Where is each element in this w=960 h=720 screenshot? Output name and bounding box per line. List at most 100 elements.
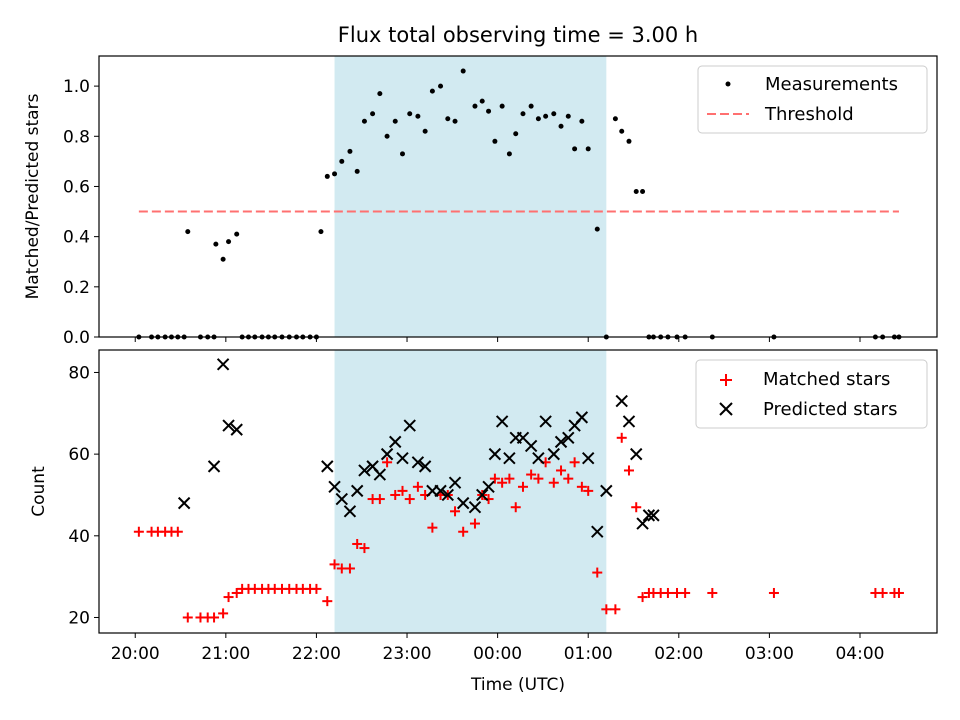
- legend-measurements-marker: [725, 81, 731, 87]
- predicted-star-point: [321, 460, 334, 473]
- legend-matched-marker: [720, 374, 732, 386]
- matched-star-point: [133, 526, 144, 537]
- predicted-star-point: [630, 447, 643, 461]
- predicted-star-point: [222, 419, 235, 432]
- measurement-point: [347, 148, 353, 154]
- matched-star-point: [412, 481, 423, 492]
- matched-star-point: [526, 469, 537, 480]
- matched-star-point: [322, 596, 333, 607]
- measurement-point: [185, 229, 191, 235]
- legend-measurements-label: Measurements: [765, 74, 898, 95]
- top-y-tick-label: 0.4: [63, 228, 90, 248]
- matched-star-point: [397, 485, 408, 496]
- measurement-point: [492, 138, 498, 144]
- matched-star-point: [548, 477, 559, 488]
- measurement-point: [626, 138, 632, 144]
- bottom-y-tick-label: 80: [68, 363, 90, 383]
- measurement-point: [612, 116, 618, 122]
- matched-star-point: [662, 587, 673, 598]
- matched-star-point: [497, 477, 508, 488]
- matched-star-point: [893, 587, 904, 598]
- top-y-tick-label: 0.0: [63, 328, 90, 348]
- measurement-point: [384, 133, 390, 139]
- measurement-point: [422, 128, 428, 134]
- top-x-axis: [134, 337, 861, 342]
- measurement-point: [226, 239, 232, 245]
- bottom-legend: Matched stars Predicted stars: [695, 359, 928, 429]
- matched-star-point: [610, 604, 621, 615]
- measurement-point: [535, 116, 541, 122]
- predicted-star-point: [418, 460, 432, 473]
- matched-star-point: [182, 612, 193, 623]
- matched-star-point: [576, 481, 587, 492]
- bottom-x-tick-label: 03:00: [745, 644, 794, 664]
- predicted-stars-series: [177, 358, 660, 538]
- matched-star-point: [556, 465, 567, 476]
- predicted-star-point: [468, 501, 482, 514]
- measurement-point: [619, 128, 625, 134]
- measurement-point: [429, 88, 435, 94]
- matched-star-point: [592, 567, 603, 578]
- predicted-star-point: [591, 525, 604, 538]
- matched-star-point: [489, 473, 500, 484]
- x-axis-label: Time (UTC): [470, 675, 565, 695]
- predicted-star-point: [642, 509, 656, 522]
- predicted-star-point: [622, 415, 636, 428]
- matched-star-point: [601, 604, 612, 615]
- matched-star-point: [390, 489, 401, 500]
- top-y-axis: 0.0 0.2 0.4 0.6 0.8 1.0: [63, 77, 99, 348]
- predicted-star-point: [647, 509, 660, 522]
- bottom-x-tick-label: 00:00: [473, 644, 522, 664]
- bottom-y-axis-label: Count: [29, 466, 49, 517]
- matched-star-point: [637, 592, 648, 603]
- predicted-star-point: [582, 452, 595, 465]
- matched-star-point: [707, 587, 718, 598]
- measurement-point: [640, 188, 646, 194]
- measurement-point: [339, 158, 345, 164]
- bottom-x-tick-label: 23:00: [383, 644, 432, 664]
- measurement-point: [234, 231, 240, 237]
- measurement-point: [370, 111, 376, 117]
- legend-matched-label: Matched stars: [763, 369, 890, 390]
- measurement-point: [565, 113, 571, 119]
- measurement-point: [377, 91, 383, 97]
- bottom-shaded-band: [334, 350, 607, 633]
- top-y-tick-label: 0.2: [63, 278, 90, 298]
- predicted-star-point: [532, 452, 545, 465]
- predicted-star-point: [230, 423, 243, 436]
- predicted-star-point: [373, 468, 387, 481]
- top-y-tick-label: 0.6: [63, 177, 90, 197]
- predicted-star-point: [335, 492, 349, 506]
- predicted-star-point: [396, 452, 409, 465]
- predicted-star-point: [495, 415, 509, 428]
- top-legend: Measurements Threshold: [697, 65, 928, 134]
- matched-star-point: [583, 485, 594, 496]
- measurement-point: [460, 68, 466, 74]
- measurement-point: [318, 229, 324, 235]
- predicted-star-point: [411, 456, 425, 469]
- measurement-point: [486, 108, 492, 114]
- matched-star-point: [510, 502, 521, 513]
- matched-star-point: [209, 612, 220, 623]
- predicted-star-point: [600, 484, 613, 498]
- observing-window-band: [334, 350, 607, 633]
- measurement-point: [332, 171, 338, 177]
- predicted-star-point: [524, 439, 538, 453]
- measurement-point: [551, 111, 557, 117]
- predicted-star-point: [216, 358, 230, 371]
- top-panel: 0.0 0.2 0.4 0.6 0.8 1.0 Matched/Predicted sta…: [23, 55, 938, 348]
- bottom-y-axis: 20 40 60 80: [68, 363, 99, 628]
- bottom-x-tick-label: 22:00: [292, 644, 341, 664]
- top-plot-frame: [98, 55, 938, 338]
- top-legend-box: [697, 65, 928, 134]
- predicted-star-point: [575, 411, 589, 424]
- matched-star-point: [877, 587, 888, 598]
- matched-star-point: [231, 587, 242, 598]
- matched-star-point: [427, 522, 438, 533]
- predicted-star-point: [562, 431, 575, 445]
- bottom-legend-box: [695, 359, 928, 429]
- predicted-star-point: [441, 488, 454, 502]
- measurement-point: [407, 111, 413, 117]
- predicted-star-point: [448, 476, 462, 489]
